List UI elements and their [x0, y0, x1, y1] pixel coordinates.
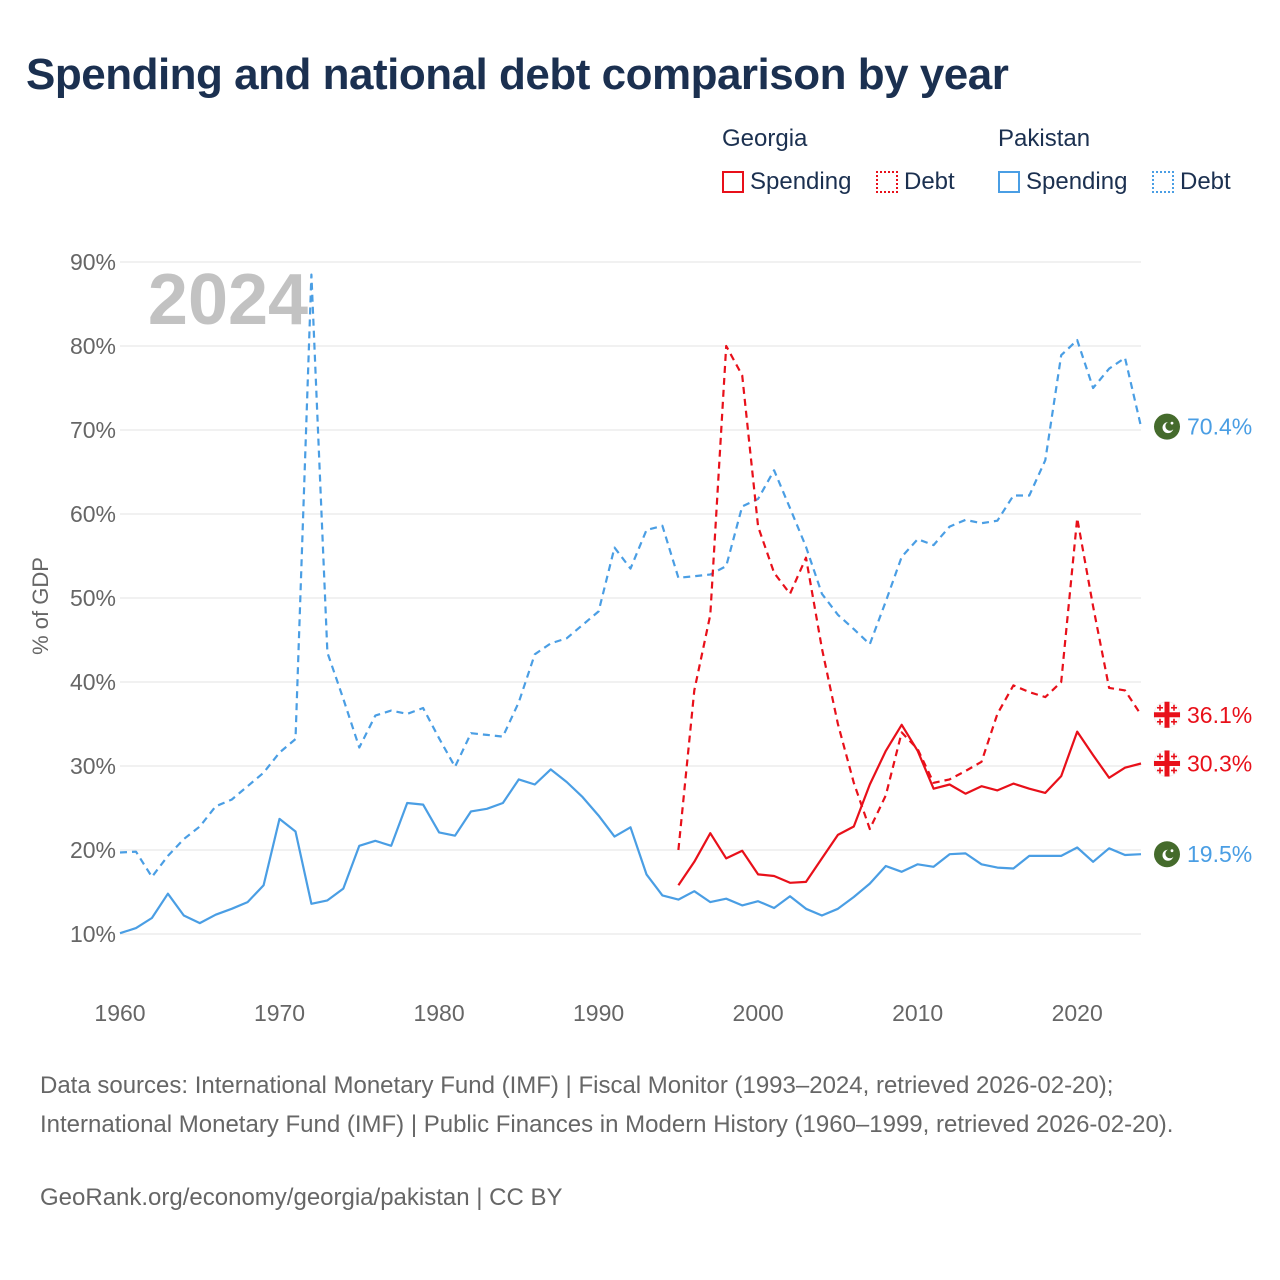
pakistan-flag-icon — [1154, 413, 1180, 440]
legend-swatch-dotted-icon — [1152, 171, 1174, 193]
end-value-label: 36.1% — [1187, 702, 1252, 728]
y-tick-label: 70% — [70, 417, 116, 443]
y-tick-label: 20% — [70, 837, 116, 863]
y-tick-label: 50% — [70, 585, 116, 611]
line-chart: 10% 20% 30% 40% 50% 60% 70% 80% 90% 1960 1970 1980… — [28, 249, 1252, 1026]
data-sources: Data sources: International Monetary Fun… — [40, 1072, 1174, 1138]
x-tick-label: 1970 — [254, 1000, 305, 1026]
legend-label: Spending — [750, 168, 852, 195]
series-line-georgia-spending[interactable] — [677, 723, 1142, 886]
y-tick-label: 60% — [70, 501, 116, 527]
y-tick-label: 30% — [70, 753, 116, 779]
x-tick-label: 1960 — [94, 1000, 145, 1026]
gridlines — [120, 261, 1141, 935]
y-tick-label: 90% — [70, 249, 116, 275]
y-tick-label: 40% — [70, 669, 116, 695]
legend-group-pakistan-title: Pakistan — [998, 125, 1091, 152]
legend-label: Spending — [1026, 168, 1128, 195]
end-value-label: 19.5% — [1187, 841, 1252, 867]
x-tick-label: 2020 — [1052, 1000, 1103, 1026]
end-value-label: 30.3% — [1187, 750, 1252, 776]
credit-link[interactable]: GeoRank.org/economy/georgia/pakistan | C… — [40, 1184, 563, 1211]
legend-group-georgia-title: Georgia — [722, 125, 808, 152]
legend-item-georgia-debt[interactable]: Debt — [876, 168, 955, 196]
end-value-label: 70.4% — [1187, 414, 1252, 440]
georgia-end-marker: 30.3% — [1153, 749, 1252, 777]
x-tick-label: 2000 — [733, 1000, 784, 1026]
end-markers: 70.4% 19.5% 36.1% 30.3% — [1153, 413, 1252, 868]
y-tick-label: 80% — [70, 333, 116, 359]
georgia-end-marker: 36.1% — [1153, 701, 1252, 729]
series-line-georgia-debt[interactable] — [677, 344, 1142, 851]
legend-label: Debt — [1180, 168, 1231, 195]
y-axis-ticks: 10% 20% 30% 40% 50% 60% 70% 80% 90% — [70, 249, 116, 947]
series-lines — [119, 273, 1143, 935]
pakistan-end-marker: 19.5% — [1154, 841, 1252, 868]
legend-swatch-solid-icon — [998, 171, 1020, 193]
chart-title: Spending and national debt comparison by… — [26, 50, 1009, 99]
series-line-pakistan-debt[interactable] — [119, 273, 1143, 879]
legend-swatch-solid-icon — [722, 171, 744, 193]
pakistan-flag-icon — [1154, 841, 1180, 868]
legend-label: Debt — [904, 168, 955, 195]
georgia-flag-icon — [1153, 749, 1181, 777]
georgia-flag-icon — [1153, 701, 1181, 729]
legend-swatch-dotted-icon — [876, 171, 898, 193]
series-line-pakistan-spending[interactable] — [119, 768, 1142, 935]
legend-item-georgia-spending[interactable]: Spending — [722, 168, 851, 196]
year-watermark: 2024 — [148, 260, 308, 340]
legend-item-pakistan-debt[interactable]: Debt — [1152, 168, 1231, 196]
pakistan-end-marker: 70.4% — [1154, 413, 1252, 440]
legend-item-pakistan-spending[interactable]: Spending — [998, 168, 1127, 196]
y-axis-label: % of GDP — [28, 557, 53, 655]
x-tick-label: 2010 — [892, 1000, 943, 1026]
x-tick-label: 1980 — [413, 1000, 464, 1026]
y-tick-label: 10% — [70, 921, 116, 947]
x-tick-label: 1990 — [573, 1000, 624, 1026]
x-axis-ticks: 1960 1970 1980 1990 2000 2010 2020 — [94, 1000, 1102, 1026]
